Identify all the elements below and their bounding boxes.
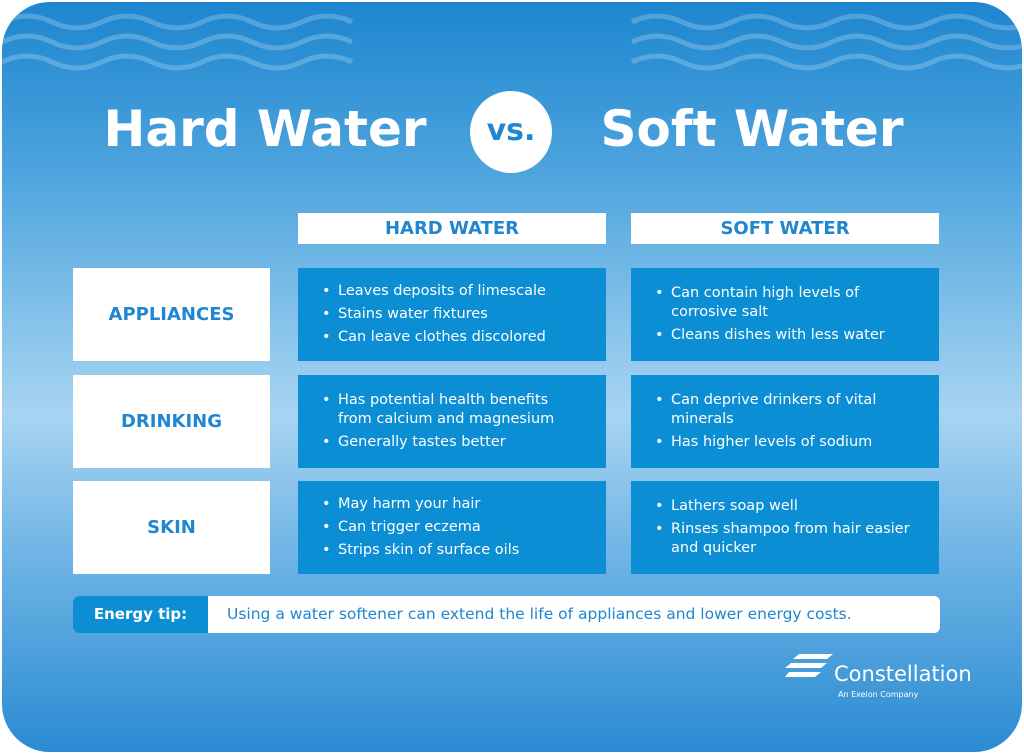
table-cell: Can contain high levels of corrosive sal… (631, 268, 939, 361)
bullet-item: Lathers soap well (655, 497, 919, 516)
row-label: APPLIANCES (73, 268, 270, 361)
bullet-item: Has higher levels of sodium (655, 433, 919, 452)
column-header: SOFT WATER (631, 213, 939, 244)
bullet-item: Generally tastes better (322, 433, 586, 452)
bullet-item: Stains water fixtures (322, 305, 586, 324)
table-cell: Leaves deposits of limescale Stains water… (298, 268, 606, 361)
logo-name: Constellation (834, 662, 972, 686)
table-cell: Has potential health benefits from calci… (298, 375, 606, 468)
bullet-item: Can deprive drinkers of vital minerals (655, 391, 919, 429)
bullet-item: May harm your hair (322, 495, 586, 514)
column-header: HARD WATER (298, 213, 606, 244)
right-title: Soft Water (600, 100, 904, 158)
bullet-item: Leaves deposits of limescale (322, 282, 586, 301)
tip-text: Using a water softener can extend the li… (227, 605, 852, 623)
energy-tip: Energy tip: Using a water softener can e… (73, 596, 940, 633)
logo-tagline: An Exelon Company (838, 690, 919, 699)
bullet-item: Can contain high levels of corrosive sal… (655, 284, 919, 322)
bullet-item: Strips skin of surface oils (322, 541, 586, 560)
table-cell: May harm your hair Can trigger eczema Stri… (298, 481, 606, 574)
row-label: SKIN (73, 481, 270, 574)
bullet-item: Can leave clothes discolored (322, 328, 586, 347)
wave-decoration (2, 13, 1022, 71)
bullet-item: Has potential health benefits from calci… (322, 391, 586, 429)
tip-label: Energy tip: (73, 596, 208, 633)
row-label: DRINKING (73, 375, 270, 468)
bullet-item: Rinses shampoo from hair easier and quic… (655, 520, 919, 558)
versus-badge: vs. (470, 91, 552, 173)
left-title: Hard Water (103, 100, 427, 158)
bullet-item: Can trigger eczema (322, 518, 586, 537)
table-cell: Lathers soap well Rinses shampoo from hai… (631, 481, 939, 574)
bullet-item: Cleans dishes with less water (655, 326, 919, 345)
logo-mark (785, 654, 833, 677)
table-cell: Can deprive drinkers of vital minerals Ha… (631, 375, 939, 468)
